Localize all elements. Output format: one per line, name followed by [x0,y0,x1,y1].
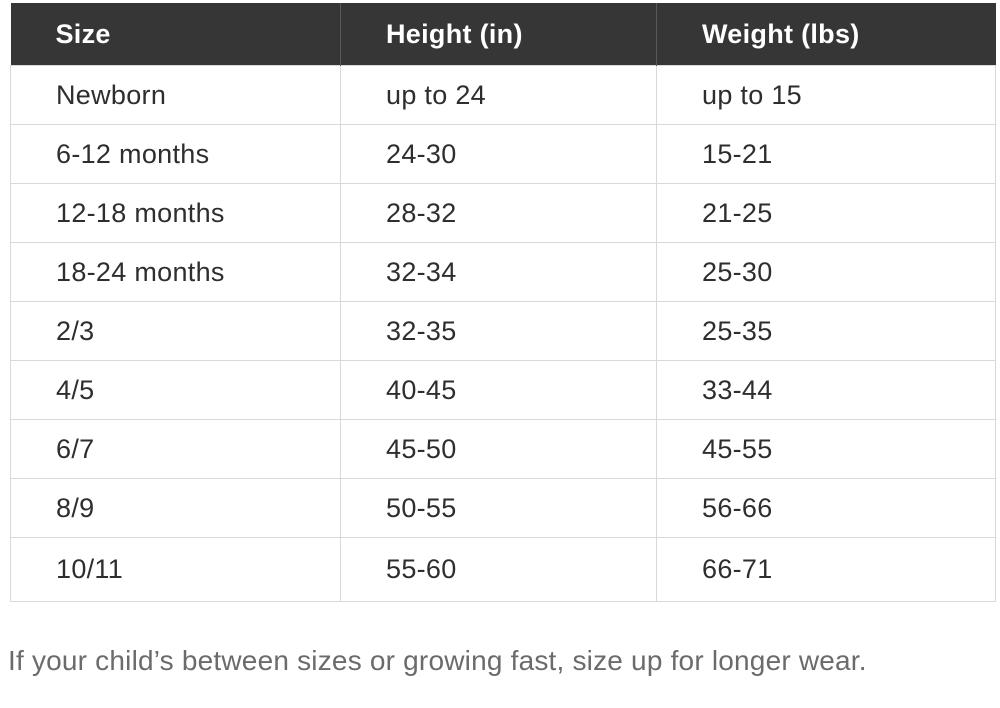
header-row: Size Height (in) Weight (lbs) [10,3,996,66]
height-cell: 45-50 [340,419,657,479]
column-header-height: Height (in) [340,3,657,66]
weight-cell: 33-44 [656,360,996,420]
size-chart-container: Size Height (in) Weight (lbs) Newborn up… [10,3,996,602]
table-row: 2/3 32-35 25-35 [10,301,996,361]
weight-cell: 15-21 [656,124,996,184]
weight-cell: 45-55 [656,419,996,479]
height-cell: 55-60 [340,537,657,602]
table-header: Size Height (in) Weight (lbs) [10,3,996,66]
table-row: 6/7 45-50 45-55 [10,419,996,479]
size-chart-table: Size Height (in) Weight (lbs) Newborn up… [10,3,996,602]
height-cell: 28-32 [340,183,657,243]
height-cell: 40-45 [340,360,657,420]
table-row: 6-12 months 24-30 15-21 [10,124,996,184]
table-row: 8/9 50-55 56-66 [10,478,996,538]
size-cell: 8/9 [10,478,341,538]
height-cell: 24-30 [340,124,657,184]
height-cell: 32-35 [340,301,657,361]
size-cell: 10/11 [10,537,341,602]
column-header-weight: Weight (lbs) [656,3,996,66]
size-cell: 6/7 [10,419,341,479]
size-cell: 18-24 months [10,242,341,302]
weight-cell: up to 15 [656,65,996,125]
size-cell: 2/3 [10,301,341,361]
weight-cell: 25-35 [656,301,996,361]
table-row: 12-18 months 28-32 21-25 [10,183,996,243]
table-row: 10/11 55-60 66-71 [10,537,996,602]
column-header-size: Size [10,3,341,66]
height-cell: 50-55 [340,478,657,538]
height-cell: 32-34 [340,242,657,302]
size-cell: Newborn [10,65,341,125]
weight-cell: 56-66 [656,478,996,538]
size-cell: 6-12 months [10,124,341,184]
size-cell: 4/5 [10,360,341,420]
table-row: Newborn up to 24 up to 15 [10,65,996,125]
weight-cell: 21-25 [656,183,996,243]
table-row: 4/5 40-45 33-44 [10,360,996,420]
table-body: Newborn up to 24 up to 15 6-12 months 24… [10,65,996,602]
table-row: 18-24 months 32-34 25-30 [10,242,996,302]
size-cell: 12-18 months [10,183,341,243]
sizing-note: If your child’s between sizes or growing… [8,645,867,676]
weight-cell: 25-30 [656,242,996,302]
weight-cell: 66-71 [656,537,996,602]
height-cell: up to 24 [340,65,657,125]
